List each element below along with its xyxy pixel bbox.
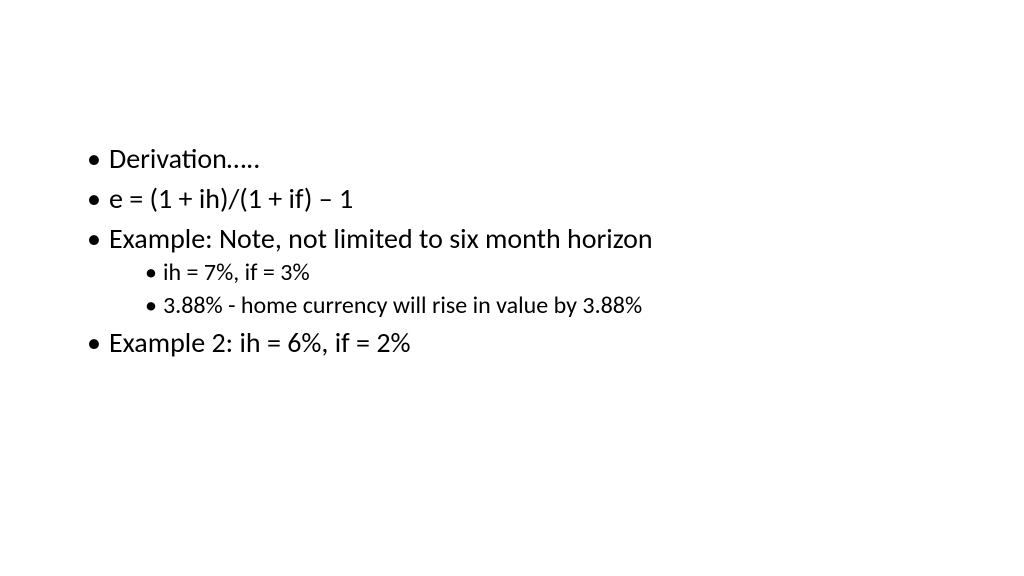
sub-bullet-text: ih = 7%, if = 3% xyxy=(163,258,310,287)
bullet-text: Derivation….. xyxy=(109,141,260,176)
sub-bullet-text: 3.88% - home currency will rise in value… xyxy=(163,291,642,320)
bullet-item: e = (1 + ih)/(1 + if) – 1 xyxy=(85,180,964,218)
sub-bullet-item: ih = 7%, if = 3% xyxy=(143,257,964,289)
slide-content: Derivation….. e = (1 + ih)/(1 + if) – 1 … xyxy=(85,140,964,362)
bullet-item: Example: Note, not limited to six month … xyxy=(85,220,964,323)
bullet-item: Example 2: ih = 6%, if = 2% xyxy=(85,324,964,362)
sub-bullet-item: 3.88% - home currency will rise in value… xyxy=(143,290,964,322)
sub-bullet-list: ih = 7%, if = 3% 3.88% - home currency w… xyxy=(143,257,964,322)
bullet-text: Example: Note, not limited to six month … xyxy=(109,221,653,256)
bullet-text: Example 2: ih = 6%, if = 2% xyxy=(109,325,411,360)
bullet-text: e = (1 + ih)/(1 + if) – 1 xyxy=(109,181,353,216)
bullet-item: Derivation….. xyxy=(85,140,964,178)
